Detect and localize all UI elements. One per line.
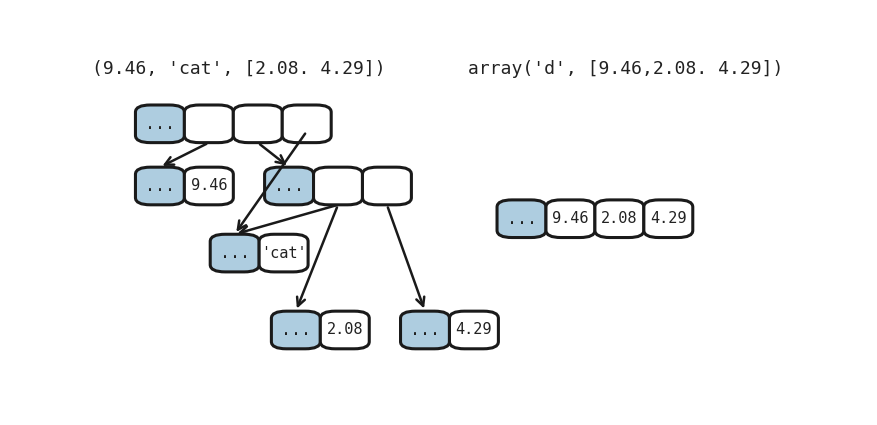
FancyBboxPatch shape — [265, 167, 314, 205]
Text: ...: ... — [145, 115, 175, 133]
Text: ...: ... — [219, 244, 250, 262]
FancyBboxPatch shape — [260, 234, 308, 272]
FancyBboxPatch shape — [401, 311, 450, 349]
FancyBboxPatch shape — [546, 200, 595, 238]
FancyBboxPatch shape — [135, 105, 184, 143]
FancyBboxPatch shape — [497, 200, 546, 238]
FancyBboxPatch shape — [233, 105, 282, 143]
Text: 2.08: 2.08 — [326, 323, 363, 337]
Text: 4.29: 4.29 — [456, 323, 492, 337]
Text: 9.46: 9.46 — [553, 211, 588, 226]
Text: (9.46, 'cat', [2.08. 4.29]): (9.46, 'cat', [2.08. 4.29]) — [92, 60, 386, 78]
Text: 4.29: 4.29 — [650, 211, 687, 226]
Text: ...: ... — [145, 177, 175, 195]
FancyBboxPatch shape — [271, 311, 320, 349]
Text: ...: ... — [507, 210, 537, 228]
FancyBboxPatch shape — [184, 167, 233, 205]
FancyBboxPatch shape — [450, 311, 498, 349]
Text: 'cat': 'cat' — [260, 246, 306, 261]
Text: ...: ... — [274, 177, 304, 195]
FancyBboxPatch shape — [320, 311, 369, 349]
Text: 2.08: 2.08 — [601, 211, 638, 226]
FancyBboxPatch shape — [595, 200, 644, 238]
FancyBboxPatch shape — [135, 167, 184, 205]
FancyBboxPatch shape — [282, 105, 332, 143]
FancyBboxPatch shape — [210, 234, 260, 272]
Text: 9.46: 9.46 — [190, 178, 227, 193]
Text: array('d', [9.46,2.08. 4.29]): array('d', [9.46,2.08. 4.29]) — [468, 60, 784, 78]
FancyBboxPatch shape — [644, 200, 693, 238]
FancyBboxPatch shape — [184, 105, 233, 143]
Text: ...: ... — [281, 321, 310, 339]
FancyBboxPatch shape — [314, 167, 362, 205]
FancyBboxPatch shape — [362, 167, 411, 205]
Text: ...: ... — [410, 321, 440, 339]
